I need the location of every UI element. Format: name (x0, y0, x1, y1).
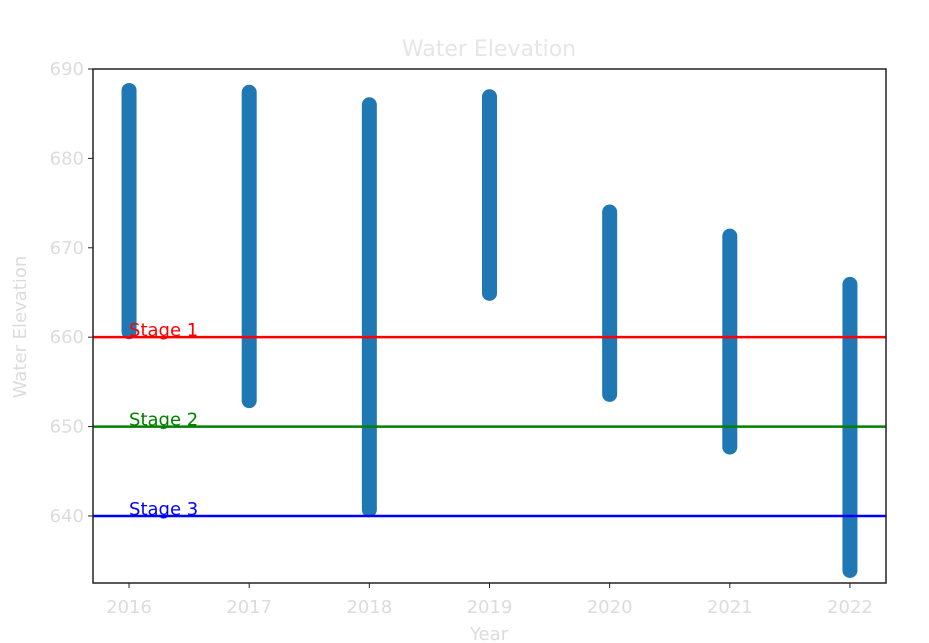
y-tick-label: 640 (50, 506, 84, 527)
y-tick-label: 690 (50, 59, 84, 80)
x-tick-label: 2021 (707, 597, 753, 618)
x-axis-label: Year (469, 624, 509, 643)
reference-line-label: Stage 3 (129, 499, 198, 520)
x-tick-label: 2019 (467, 597, 513, 618)
plot-area: Stage 1 Stage 2 Stage 3 (92, 68, 887, 584)
chart-title: Water Elevation (402, 37, 576, 62)
y-axis-label: Water Elevation (10, 256, 31, 399)
y-axis: 640 650 660 670 680 690 (50, 59, 93, 527)
reference-line-label: Stage 2 (129, 410, 198, 431)
x-axis: 2016 2017 2018 2019 2020 2021 2022 (106, 583, 873, 618)
reference-lines: Stage 1 Stage 2 Stage 3 (93, 320, 886, 520)
data-points (121, 82, 858, 578)
y-tick-label: 670 (50, 238, 84, 259)
y-tick-label: 660 (50, 327, 84, 348)
x-tick-label: 2018 (346, 597, 392, 618)
x-tick-label: 2017 (226, 597, 272, 618)
y-tick-label: 650 (50, 417, 84, 438)
x-tick-label: 2022 (827, 597, 873, 618)
x-tick-label: 2020 (587, 597, 633, 618)
y-tick-label: 680 (50, 148, 84, 169)
reference-line-label: Stage 1 (129, 320, 198, 341)
x-tick-label: 2016 (106, 597, 152, 618)
